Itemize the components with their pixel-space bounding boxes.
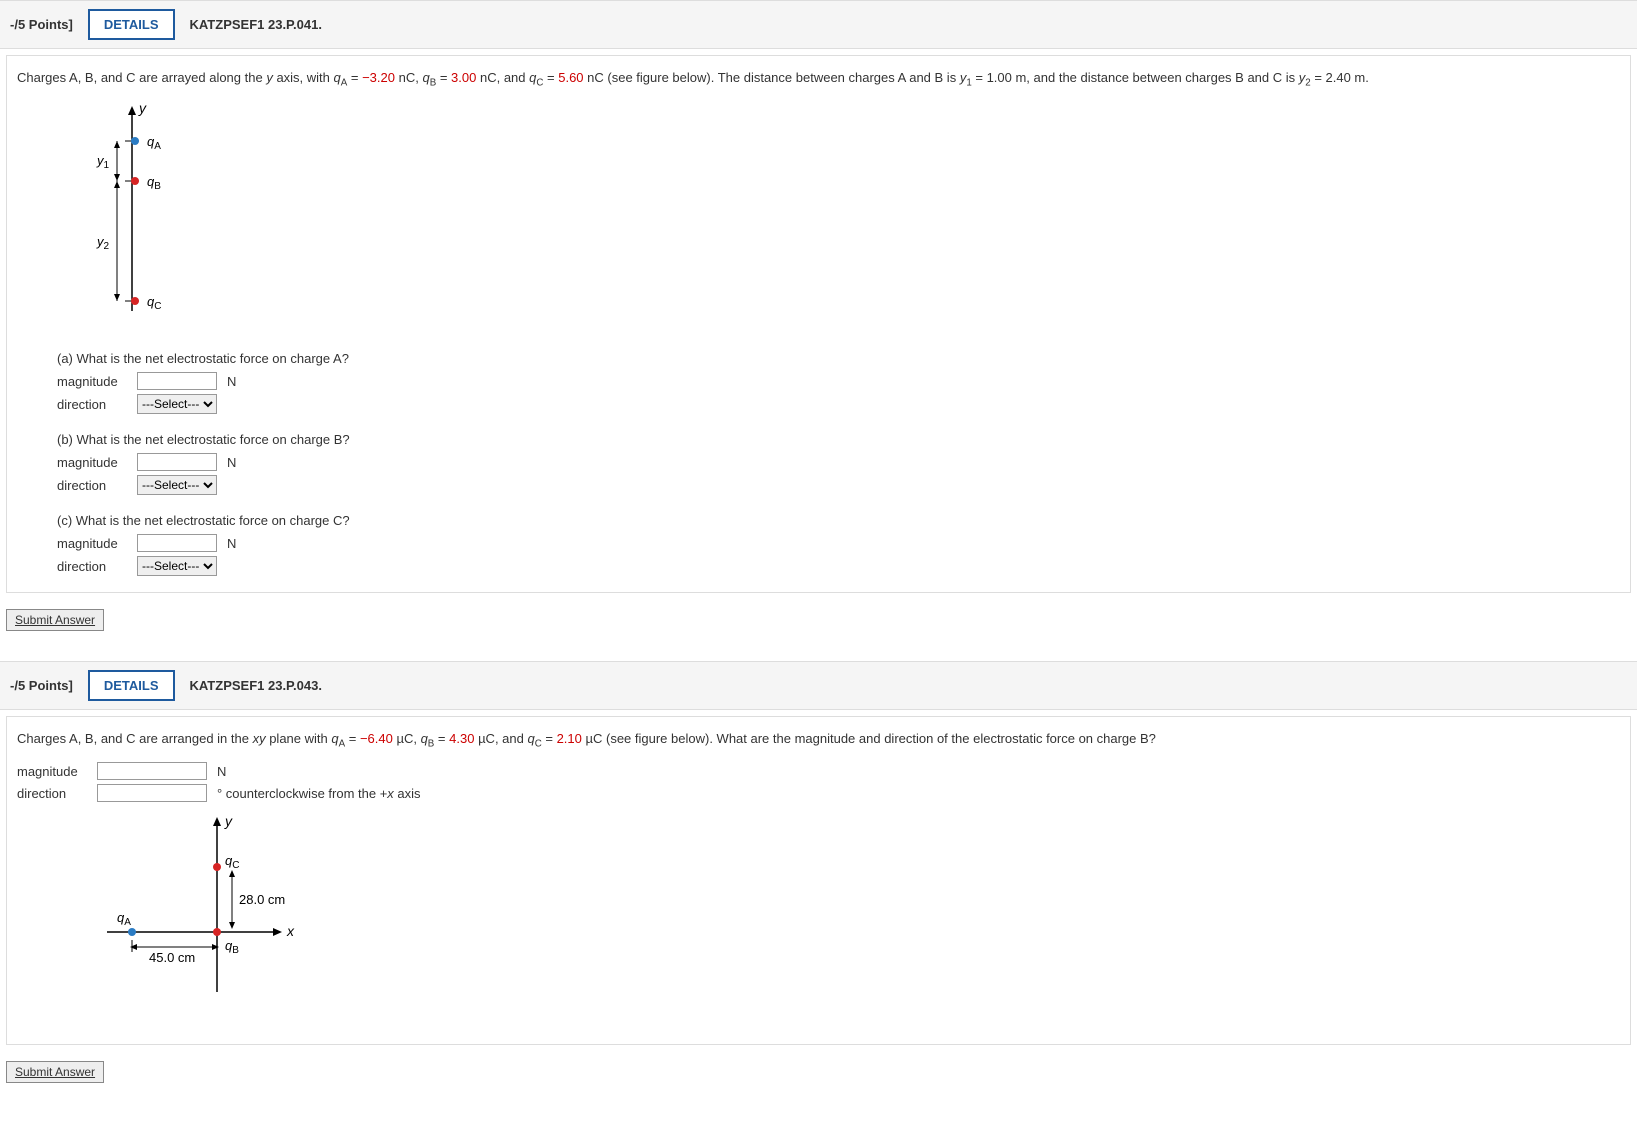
- direction-label: direction: [57, 397, 127, 412]
- svg-text:y: y: [224, 813, 233, 829]
- svg-text:qA: qA: [117, 910, 131, 928]
- part-c-direction-select[interactable]: ---Select---: [137, 556, 217, 576]
- part-b-magnitude-input[interactable]: [137, 453, 217, 471]
- details-button[interactable]: DETAILS: [88, 9, 175, 40]
- svg-text:qA: qA: [147, 134, 161, 152]
- figure-1: y qA y1 qB y2: [77, 101, 1620, 331]
- figure-1-svg: y qA y1 qB y2: [77, 101, 197, 331]
- q2-magnitude-input[interactable]: [97, 762, 207, 780]
- submit-answer-button-2[interactable]: Submit Answer: [6, 1061, 104, 1083]
- svg-text:qC: qC: [225, 853, 239, 871]
- question-2-prompt: Charges A, B, and C are arranged in the …: [17, 729, 1620, 752]
- details-button-2[interactable]: DETAILS: [88, 670, 175, 701]
- svg-text:y2: y2: [96, 234, 110, 252]
- figure-2: y x qC 28.0 cm qA qB: [77, 812, 1620, 1012]
- part-a-magnitude-input[interactable]: [137, 372, 217, 390]
- svg-text:qB: qB: [147, 174, 161, 192]
- question-2: -/5 Points] DETAILS KATZPSEF1 23.P.043. …: [0, 661, 1637, 1093]
- question-1-body: Charges A, B, and C are arrayed along th…: [6, 55, 1631, 593]
- part-a-label: (a) What is the net electrostatic force …: [57, 351, 1620, 366]
- q2-magnitude-label: magnitude: [17, 764, 87, 779]
- svg-text:y1: y1: [96, 153, 110, 171]
- figure-2-svg: y x qC 28.0 cm qA qB: [77, 812, 327, 1012]
- unit-n: N: [227, 374, 236, 389]
- svg-text:qC: qC: [147, 294, 161, 312]
- svg-text:28.0 cm: 28.0 cm: [239, 892, 285, 907]
- svg-text:45.0 cm: 45.0 cm: [149, 950, 195, 965]
- question-1-header: -/5 Points] DETAILS KATZPSEF1 23.P.041.: [0, 1, 1637, 49]
- q2-direction-label: direction: [17, 786, 87, 801]
- book-reference-2: KATZPSEF1 23.P.043.: [190, 678, 322, 693]
- magnitude-label: magnitude: [57, 374, 127, 389]
- part-a-direction-select[interactable]: ---Select---: [137, 394, 217, 414]
- submit-answer-button[interactable]: Submit Answer: [6, 609, 104, 631]
- part-b-label: (b) What is the net electrostatic force …: [57, 432, 1620, 447]
- points-label: -/5 Points]: [10, 17, 73, 32]
- question-2-header: -/5 Points] DETAILS KATZPSEF1 23.P.043.: [0, 662, 1637, 710]
- points-label-2: -/5 Points]: [10, 678, 73, 693]
- question-1: -/5 Points] DETAILS KATZPSEF1 23.P.041. …: [0, 0, 1637, 641]
- fig1-y-label: y: [138, 101, 147, 116]
- book-reference: KATZPSEF1 23.P.041.: [190, 17, 322, 32]
- q2-direction-input[interactable]: [97, 784, 207, 802]
- question-2-body: Charges A, B, and C are arranged in the …: [6, 716, 1631, 1045]
- part-c-label: (c) What is the net electrostatic force …: [57, 513, 1620, 528]
- question-1-prompt: Charges A, B, and C are arrayed along th…: [17, 68, 1620, 91]
- svg-text:x: x: [286, 923, 295, 939]
- svg-text:qB: qB: [225, 938, 239, 956]
- part-c-magnitude-input[interactable]: [137, 534, 217, 552]
- part-b-direction-select[interactable]: ---Select---: [137, 475, 217, 495]
